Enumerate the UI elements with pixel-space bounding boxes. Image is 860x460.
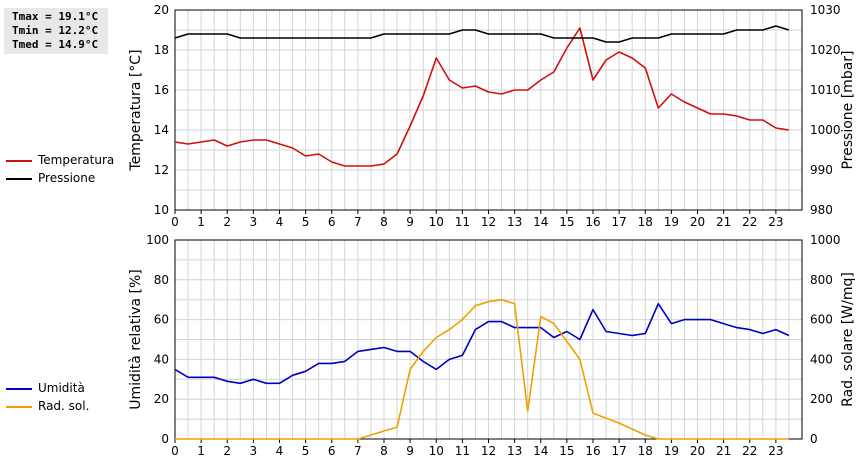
bottom-left-tick-label: 40 [154,352,169,366]
bottom-x-tick-label: 4 [276,444,284,458]
top-left-axis-title: Temperatura [°C] [128,49,144,171]
top-x-tick-label: 12 [481,215,496,229]
bottom-series-1-line [175,298,789,440]
top-x-tick-label: 7 [354,215,362,229]
top-x-tick-label: 19 [664,215,679,229]
top-left-tick-label: 14 [154,123,169,137]
top-series-0-line [174,27,790,167]
bottom-x-tick-label: 6 [328,444,336,458]
bottom-x-tick-label: 20 [690,444,705,458]
bottom-x-tick-label: 7 [354,444,362,458]
bottom-x-tick-label: 19 [664,444,679,458]
top-x-tick-label: 13 [507,215,522,229]
top-x-tick-label: 11 [455,215,470,229]
bottom-series-0-line [174,302,790,385]
stat-tmin: Tmin = 12.2°C [12,24,99,37]
top-right-tick-label: 1010 [810,83,841,97]
bottom-x-tick-label: 14 [533,444,548,458]
top-x-tick-label: 20 [690,215,705,229]
top-x-tick-label: 5 [302,215,310,229]
top-right-tick-label: 1000 [810,123,841,137]
bottom-right-axis-title: Rad. solare [W/mq] [840,272,856,407]
bottom-x-tick-label: 12 [481,444,496,458]
bottom-x-tick-label: 3 [250,444,258,458]
stat-tmax: Tmax = 19.1°C [12,10,99,23]
top-x-tick-label: 1 [197,215,205,229]
top-x-tick-label: 2 [223,215,231,229]
bottom-x-tick-label: 21 [716,444,731,458]
top-x-tick-label: 8 [380,215,388,229]
top-left-tick-label: 18 [154,43,169,57]
stats-box: Tmax = 19.1°C Tmin = 12.2°C Tmed = 14.9°… [4,8,108,54]
legend-label-radiation: Rad. sol. [38,399,90,413]
bottom-left-tick-label: 100 [146,233,169,247]
legend-label-humidity: Umidità [38,381,85,395]
bottom-x-tick-label: 10 [429,444,444,458]
top-x-tick-label: 6 [328,215,336,229]
top-x-tick-label: 18 [638,215,653,229]
legend-label-pressure: Pressione [38,171,96,185]
bottom-x-tick-label: 9 [406,444,414,458]
bottom-x-tick-label: 0 [171,444,179,458]
top-right-tick-label: 1020 [810,43,841,57]
top-x-tick-label: 9 [406,215,414,229]
bottom-right-tick-label: 0 [810,432,818,446]
bottom-x-tick-label: 8 [380,444,388,458]
bottom-right-tick-label: 800 [810,273,833,287]
bottom-x-tick-label: 13 [507,444,522,458]
top-series-1-line [174,25,790,43]
top-x-tick-label: 22 [742,215,757,229]
bottom-right-tick-label: 200 [810,392,833,406]
legend-swatch-radiation [6,406,32,408]
bottom-x-tick-label: 23 [768,444,783,458]
top-left-tick-label: 10 [154,203,169,217]
bottom-left-tick-label: 60 [154,313,169,327]
bottom-right-tick-label: 400 [810,352,833,366]
top-left-tick-label: 12 [154,163,169,177]
bottom-x-tick-label: 2 [223,444,231,458]
stat-tmed: Tmed = 14.9°C [12,38,99,51]
bottom-left-tick-label: 80 [154,273,169,287]
bottom-x-tick-label: 5 [302,444,310,458]
top-left-tick-label: 16 [154,83,169,97]
top-x-tick-label: 23 [768,215,783,229]
bottom-x-tick-label: 15 [559,444,574,458]
bottom-x-tick-label: 1 [197,444,205,458]
top-x-tick-label: 0 [171,215,179,229]
top-right-tick-label: 1030 [810,3,841,17]
top-x-tick-label: 16 [585,215,600,229]
bottom-x-tick-label: 17 [611,444,626,458]
top-right-tick-label: 990 [810,163,833,177]
legend-swatch-temperature [6,160,32,162]
top-x-tick-label: 4 [276,215,284,229]
top-x-tick-label: 21 [716,215,731,229]
bottom-x-tick-label: 16 [585,444,600,458]
bottom-x-tick-label: 22 [742,444,757,458]
legend-swatch-humidity [6,388,32,390]
top-right-axis-title: Pressione [mbar] [840,50,856,169]
legend-swatch-pressure [6,178,32,180]
top-x-tick-label: 14 [533,215,548,229]
top-x-tick-label: 17 [611,215,626,229]
legend-label-temperature: Temperatura [38,153,115,167]
bottom-left-tick-label: 0 [161,432,169,446]
top-x-tick-label: 3 [250,215,258,229]
bottom-x-tick-label: 18 [638,444,653,458]
top-left-tick-label: 20 [154,3,169,17]
top-x-tick-label: 10 [429,215,444,229]
bottom-left-axis-title: Umidità relativa [%] [128,269,144,410]
top-x-tick-label: 15 [559,215,574,229]
bottom-right-tick-label: 600 [810,313,833,327]
bottom-left-tick-label: 20 [154,392,169,406]
bottom-right-tick-label: 1000 [810,233,841,247]
top-right-tick-label: 980 [810,203,833,217]
bottom-x-tick-label: 11 [455,444,470,458]
